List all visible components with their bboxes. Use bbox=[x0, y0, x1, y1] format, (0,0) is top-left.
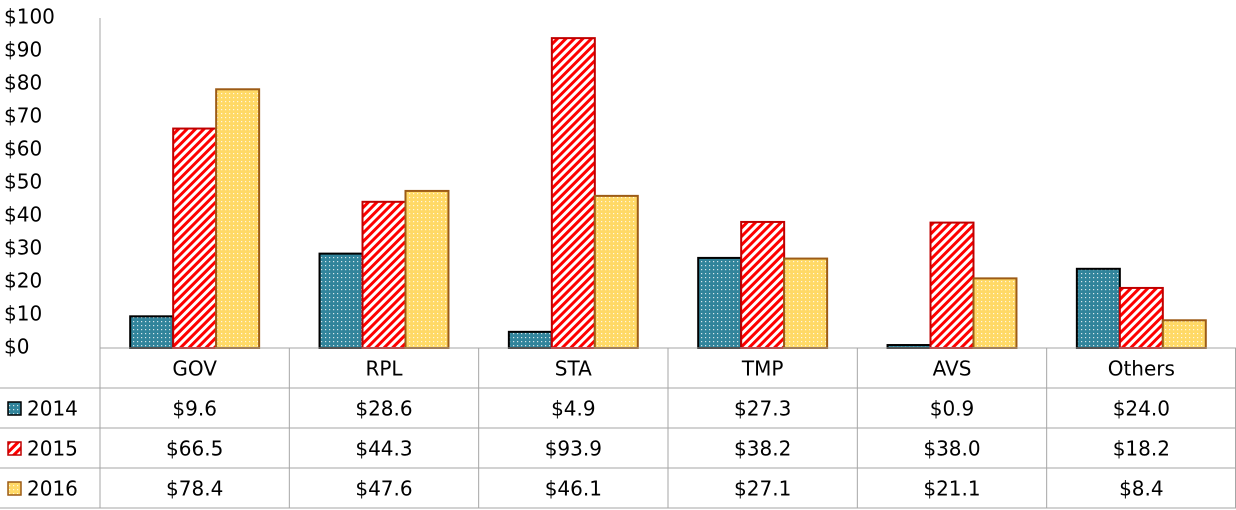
legend-label: 2016 bbox=[27, 477, 78, 501]
y-tick-label: $50 bbox=[4, 170, 42, 194]
bar bbox=[929, 221, 975, 350]
y-tick-label: $70 bbox=[4, 104, 42, 128]
y-tick-label: $40 bbox=[4, 203, 42, 227]
table-cell: $27.1 bbox=[734, 477, 791, 501]
bar bbox=[215, 88, 261, 349]
bar bbox=[740, 220, 786, 349]
table-cell: $44.3 bbox=[355, 437, 412, 461]
y-tick-label: $0 bbox=[4, 335, 29, 359]
legend-label: 2015 bbox=[27, 437, 78, 461]
y-tick-label: $100 bbox=[4, 5, 55, 29]
bar bbox=[1118, 286, 1164, 350]
y-tick-label: $60 bbox=[4, 137, 42, 161]
y-tick-label: $20 bbox=[4, 269, 42, 293]
bar bbox=[697, 256, 743, 349]
table-cell: $38.0 bbox=[923, 437, 980, 461]
x-tick-label: TMP bbox=[741, 357, 784, 381]
x-tick-label: Others bbox=[1108, 357, 1175, 381]
table-cell: $47.6 bbox=[355, 477, 412, 501]
y-tick-label: $80 bbox=[4, 71, 42, 95]
x-tick-label: RPL bbox=[365, 357, 403, 381]
table-cell: $38.2 bbox=[734, 437, 791, 461]
legend-label: 2014 bbox=[27, 397, 78, 421]
y-tick-label: $90 bbox=[4, 38, 42, 62]
bar bbox=[972, 277, 1018, 349]
x-tick-label: GOV bbox=[172, 357, 217, 381]
table-cell: $28.6 bbox=[355, 397, 412, 421]
legend-swatch bbox=[7, 481, 22, 496]
bar bbox=[1075, 267, 1121, 349]
y-tick-label: $10 bbox=[4, 302, 42, 326]
bar bbox=[507, 330, 553, 349]
bar bbox=[783, 257, 829, 350]
bar bbox=[404, 189, 450, 349]
bar bbox=[129, 315, 175, 350]
bar bbox=[318, 252, 364, 349]
table-cell: $21.1 bbox=[923, 477, 980, 501]
y-tick-label: $30 bbox=[4, 236, 42, 260]
x-tick-label: STA bbox=[555, 357, 592, 381]
table-cell: $24.0 bbox=[1113, 397, 1170, 421]
table-cell: $93.9 bbox=[545, 437, 602, 461]
bar bbox=[1161, 319, 1207, 349]
bar bbox=[172, 127, 218, 349]
table-cell: $4.9 bbox=[551, 397, 596, 421]
table-cell: $8.4 bbox=[1119, 477, 1164, 501]
table-cell: $27.3 bbox=[734, 397, 791, 421]
table-cell: $18.2 bbox=[1113, 437, 1170, 461]
table-cell: $66.5 bbox=[166, 437, 223, 461]
table-cell: $78.4 bbox=[166, 477, 223, 501]
bar bbox=[593, 194, 639, 349]
table-cell: $0.9 bbox=[930, 397, 975, 421]
legend-swatch bbox=[7, 401, 22, 416]
bar bbox=[361, 200, 407, 349]
x-tick-label: AVS bbox=[933, 357, 972, 381]
table-cell: $46.1 bbox=[545, 477, 602, 501]
table-cell: $9.6 bbox=[172, 397, 217, 421]
legend-swatch bbox=[7, 441, 22, 456]
bar bbox=[550, 37, 596, 349]
